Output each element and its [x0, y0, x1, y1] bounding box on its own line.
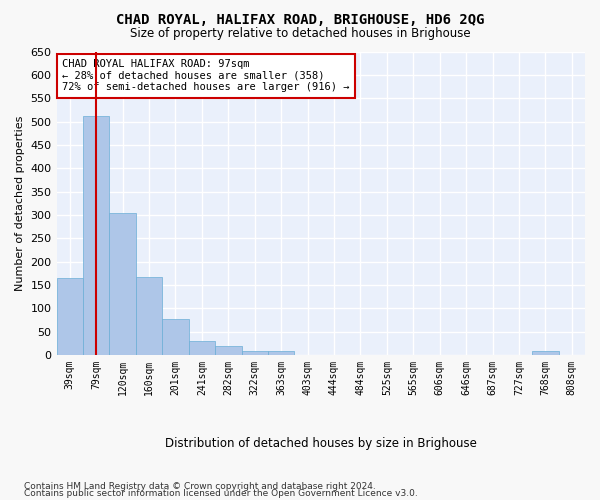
Bar — [136, 276, 162, 355]
Text: CHAD ROYAL, HALIFAX ROAD, BRIGHOUSE, HD6 2QG: CHAD ROYAL, HALIFAX ROAD, BRIGHOUSE, HD6… — [116, 12, 484, 26]
Bar — [242, 352, 268, 355]
Y-axis label: Number of detached properties: Number of detached properties — [15, 116, 25, 291]
Bar — [83, 116, 109, 355]
Bar — [109, 212, 136, 355]
X-axis label: Distribution of detached houses by size in Brighouse: Distribution of detached houses by size … — [165, 437, 477, 450]
Bar — [162, 319, 188, 355]
Text: Contains HM Land Registry data © Crown copyright and database right 2024.: Contains HM Land Registry data © Crown c… — [24, 482, 376, 491]
Text: Size of property relative to detached houses in Brighouse: Size of property relative to detached ho… — [130, 28, 470, 40]
Bar — [215, 346, 242, 355]
Text: CHAD ROYAL HALIFAX ROAD: 97sqm
← 28% of detached houses are smaller (358)
72% of: CHAD ROYAL HALIFAX ROAD: 97sqm ← 28% of … — [62, 59, 349, 92]
Bar — [56, 278, 83, 355]
Bar — [532, 352, 559, 355]
Bar — [268, 352, 295, 355]
Text: Contains public sector information licensed under the Open Government Licence v3: Contains public sector information licen… — [24, 490, 418, 498]
Bar — [188, 340, 215, 355]
